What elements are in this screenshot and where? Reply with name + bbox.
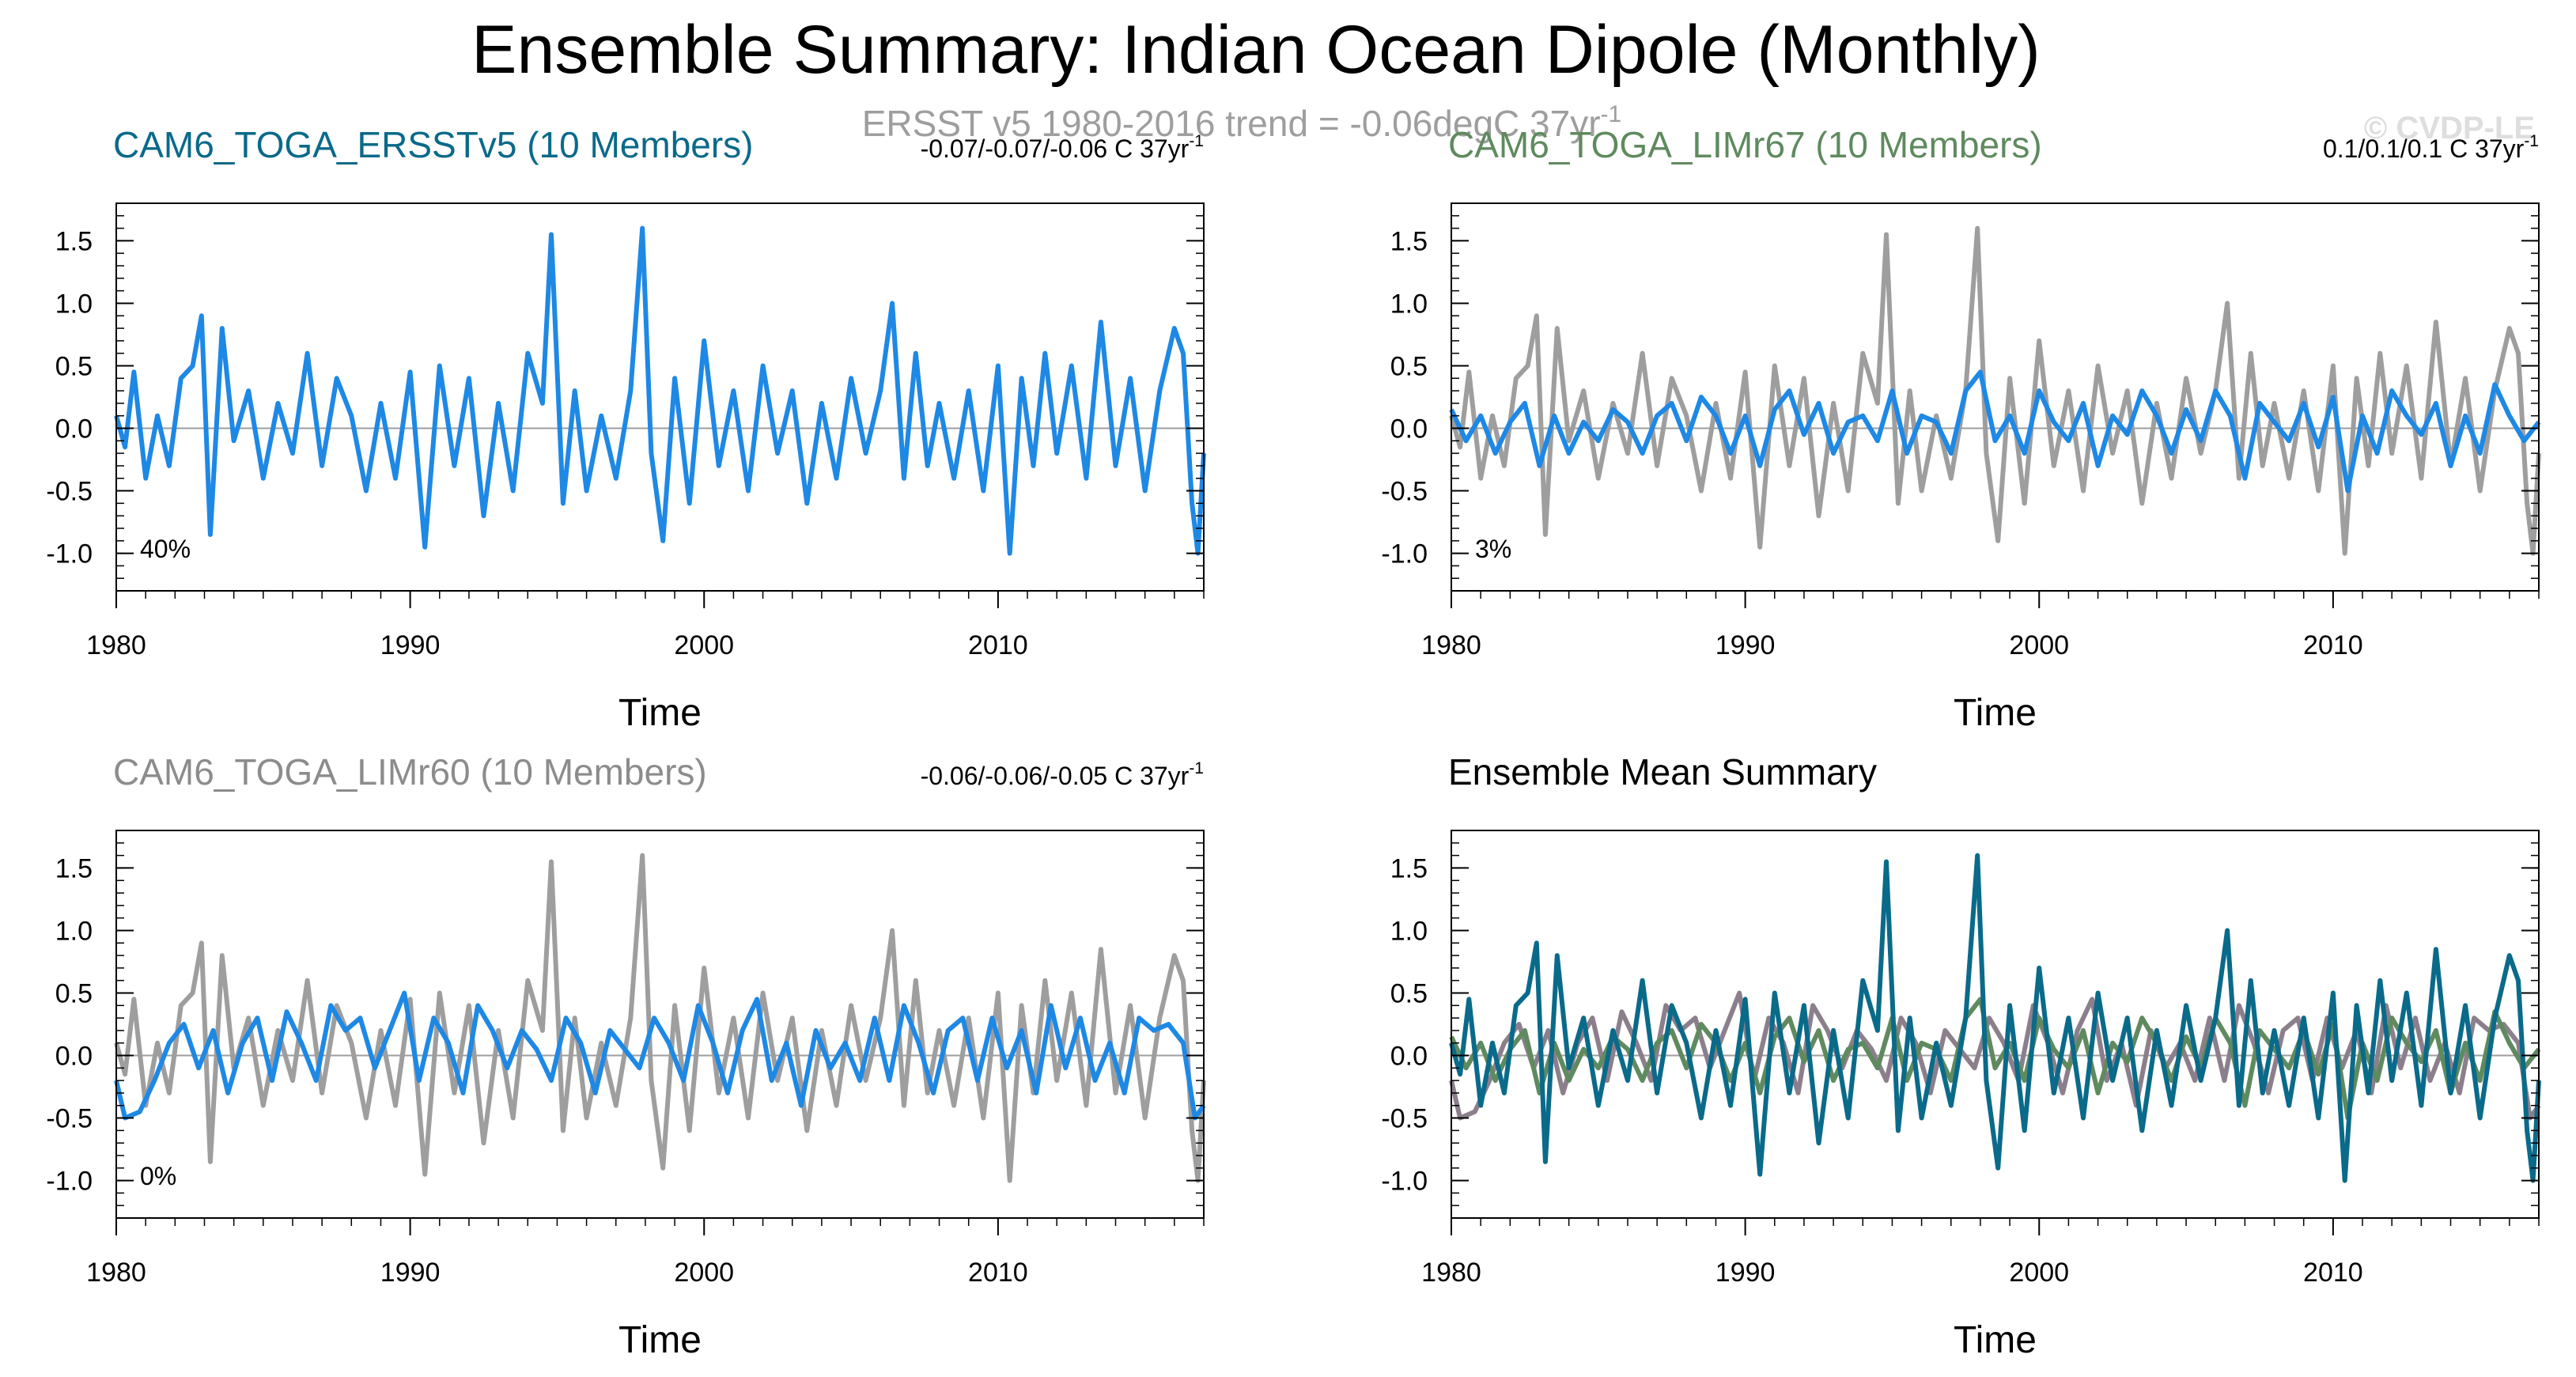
plot-frame — [1451, 830, 2540, 1219]
y-tick-label: 0.5 — [55, 978, 93, 1008]
y-tick-label: -1.0 — [1381, 539, 1428, 569]
trend-label-superscript: -1 — [1189, 759, 1204, 777]
trend-label: -0.06/-0.06/-0.05 C 37yr-1 — [921, 759, 1204, 790]
trend-label-text: -0.06/-0.06/-0.05 C 37yr — [921, 762, 1190, 790]
y-tick-label: -0.5 — [1381, 477, 1428, 507]
percent-label: 40% — [140, 535, 191, 563]
y-tick-label: 0.0 — [55, 1042, 93, 1072]
x-tick-label: 2010 — [2303, 630, 2363, 660]
trend-label: -0.07/-0.07/-0.06 C 37yr-1 — [921, 132, 1204, 163]
x-tick-label: 1980 — [1421, 1258, 1481, 1288]
x-tick-label: 2000 — [2009, 1258, 2069, 1288]
copyright-watermark: © CVDP-LE — [2364, 111, 2535, 146]
y-tick-label: 0.5 — [1390, 978, 1428, 1008]
x-tick-label: 2000 — [674, 630, 734, 660]
panels: CAM6_TOGA_ERSSTv5 (10 Members) -0.07/-0.0… — [46, 124, 2541, 1361]
y-tick-label: 0.5 — [1390, 351, 1428, 381]
x-tick-label: 1990 — [1715, 630, 1776, 660]
y-tick-label: 1.5 — [55, 853, 93, 883]
figure-title: Ensemble Summary: Indian Ocean Dipole (M… — [471, 12, 2041, 88]
series-line-cam6-toga-ersstv5 — [1449, 853, 2541, 1183]
chart-panel-3: CAM6_TOGA_LIMr60 (10 Members) -0.06/-0.06… — [46, 751, 1206, 1361]
panel-title: CAM6_TOGA_ERSSTv5 (10 Members) — [113, 124, 754, 165]
panel-title: CAM6_TOGA_LIMr67 (10 Members) — [1448, 124, 2042, 165]
plot-frame — [115, 830, 1205, 1219]
y-tick-label: -1.0 — [46, 539, 93, 569]
x-tick-label: 1980 — [86, 1258, 146, 1288]
percent-label: 0% — [140, 1162, 176, 1190]
y-tick-label: -0.5 — [46, 1104, 93, 1134]
series-line-observations — [114, 853, 1206, 1183]
x-axis-title: Time — [1954, 692, 2037, 734]
chart-panel-2: CAM6_TOGA_LIMr67 (10 Members) 0.1/0.1/0.1… — [1381, 124, 2541, 734]
series-line-observations — [1449, 225, 2541, 556]
plot-frame — [1451, 202, 2540, 592]
y-tick-label: 1.5 — [1390, 226, 1428, 256]
chart-panel-4: Ensemble Mean Summary -1.0 -0.5 0.0 0.5 1.0 1.… — [1381, 751, 2541, 1361]
x-tick-label: 1980 — [86, 630, 146, 660]
x-tick-label: 2000 — [2009, 630, 2069, 660]
x-tick-label: 1990 — [380, 1258, 441, 1288]
y-tick-label: 0.0 — [1390, 1042, 1428, 1072]
trend-label: 0.1/0.1/0.1 C 37yr-1 — [2323, 132, 2539, 163]
plot-frame — [115, 202, 1205, 592]
y-tick-label: 0.5 — [55, 351, 93, 381]
series-line-ensemble-mean — [114, 990, 1206, 1121]
x-tick-label: 2000 — [674, 1258, 734, 1288]
y-tick-label: 0.0 — [55, 414, 93, 444]
x-tick-label: 2010 — [2303, 1258, 2363, 1288]
x-axis-title: Time — [618, 1319, 702, 1361]
x-tick-label: 1990 — [380, 630, 441, 660]
y-tick-label: 1.0 — [55, 289, 93, 319]
series-line-ensemble-mean — [1449, 369, 2541, 494]
obs-trend-text: ERSST v5 1980-2016 trend = -0.06degC 37y… — [862, 103, 1601, 144]
trend-label-text: -0.07/-0.07/-0.06 C 37yr — [921, 134, 1190, 163]
y-tick-label: 1.0 — [55, 916, 93, 946]
x-axis-title: Time — [618, 692, 702, 734]
y-tick-label: -1.0 — [1381, 1167, 1428, 1197]
obs-trend-label: ERSST v5 1980-2016 trend = -0.06degC 37y… — [862, 101, 1621, 144]
percent-label: 3% — [1475, 535, 1511, 563]
panel-title: CAM6_TOGA_LIMr60 (10 Members) — [113, 751, 707, 793]
y-tick-label: 1.5 — [55, 226, 93, 256]
series-line-ensemble-mean — [114, 225, 1206, 556]
y-tick-label: 1.5 — [1390, 853, 1428, 883]
y-tick-label: 1.0 — [1390, 916, 1428, 946]
y-tick-label: -1.0 — [46, 1167, 93, 1197]
trend-label-superscript: -1 — [2524, 132, 2539, 150]
panel-title: Ensemble Mean Summary — [1448, 751, 1877, 793]
chart-panel-1: CAM6_TOGA_ERSSTv5 (10 Members) -0.07/-0.0… — [46, 124, 1206, 734]
x-axis-title: Time — [1954, 1319, 2037, 1361]
y-tick-label: -0.5 — [1381, 1104, 1428, 1134]
trend-label-superscript: -1 — [1189, 132, 1204, 150]
x-tick-label: 2010 — [968, 1258, 1028, 1288]
y-tick-label: 1.0 — [1390, 289, 1428, 319]
obs-trend-superscript: -1 — [1601, 101, 1622, 127]
y-tick-label: 0.0 — [1390, 414, 1428, 444]
trend-label-text: 0.1/0.1/0.1 C 37yr — [2323, 134, 2525, 163]
x-tick-label: 2010 — [968, 630, 1028, 660]
x-tick-label: 1980 — [1421, 630, 1481, 660]
y-tick-label: -0.5 — [46, 477, 93, 507]
x-tick-label: 1990 — [1715, 1258, 1776, 1288]
